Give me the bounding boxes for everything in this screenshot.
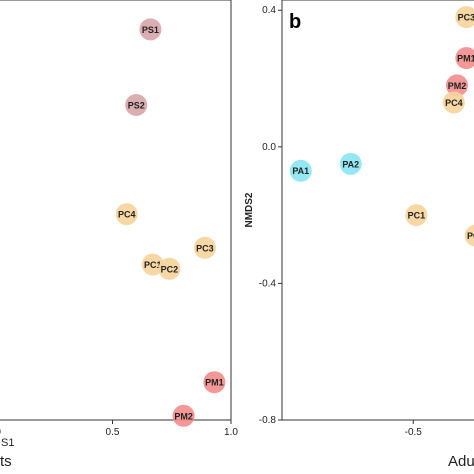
panel-1-point-pc2 — [158, 257, 181, 280]
panel-2-point-label-pc4: PC4 — [445, 98, 463, 108]
panel-2-point-label-pm2: PM2 — [448, 81, 467, 91]
panel-1-point-label-pc4: PC4 — [118, 210, 136, 220]
panel-2-point-label-pa2: PA2 — [342, 159, 359, 169]
panel-2-y-tick-label: -0.4 — [259, 278, 277, 289]
panel-2-point-pm1 — [455, 47, 474, 70]
panel-2-point-label-pc1: PC1 — [408, 211, 426, 221]
panel-2-letter: b — [289, 11, 301, 33]
panel-2-y-tick-label: -0.8 — [259, 415, 277, 426]
panel-1-point-label-pm1: PM1 — [205, 378, 224, 388]
panel-2-point-label-pc3: PC3 — [458, 13, 474, 23]
panel-1-point-pc3 — [193, 236, 216, 259]
panel-2-point-pa2 — [339, 152, 362, 175]
panel-2-y-axis-title: NMDS2 — [244, 192, 255, 227]
panel-1-x-tick-label: 1.0 — [224, 427, 238, 438]
panel-2-point-label-pm1: PM1 — [457, 54, 474, 64]
panel-1-point-label-pc1: PC1 — [144, 260, 162, 270]
panel-1-point-pm1 — [203, 371, 226, 394]
panel-1-point-label-pm2: PM2 — [174, 411, 193, 421]
panel-2-point-pm2 — [446, 74, 468, 97]
panel-2-bottom-caption: Adu — [448, 453, 474, 470]
panel-1-point-label-pc3: PC3 — [196, 243, 214, 253]
panel-1-point-label-ps1: PS1 — [142, 25, 159, 35]
panel-1-x-axis-title: S1 — [1, 437, 14, 449]
panel-2-y-tick-label: 0.4 — [262, 5, 276, 16]
panel-2-point-pc2 — [464, 224, 474, 247]
panel-1-point-label-ps2: PS2 — [128, 101, 145, 111]
panel-1-x-tick-label: 0.5 — [106, 427, 120, 438]
panel-1-point-pc1 — [141, 253, 164, 276]
panel-2-y-tick-label: 0.0 — [262, 142, 276, 153]
panel-2-point-label-pc2: PC2 — [467, 231, 474, 241]
panel-2-x-tick-label: -0.5 — [405, 427, 423, 438]
panel-1-point-pm2 — [172, 404, 195, 427]
panel-2-point-label-pa1: PA1 — [292, 166, 309, 176]
panel-1-point-ps2 — [125, 94, 148, 116]
panel-1-frame — [0, 0, 232, 421]
panel-1-bottom-caption: ts — [0, 453, 12, 470]
panel-1-point-pc4 — [115, 203, 138, 226]
panel-1-point-label-pc2: PC2 — [161, 264, 179, 274]
panel-2-point-pc4 — [442, 91, 465, 114]
panel-1-point-ps1 — [139, 18, 162, 41]
panel-2-point-pc3 — [455, 6, 474, 29]
panel-2-frame — [281, 0, 474, 421]
panel-2-point-pa1 — [289, 159, 312, 182]
panel-1-x-tick-label: 0.0 — [0, 427, 1, 438]
panel-2-point-pc1 — [405, 204, 428, 227]
